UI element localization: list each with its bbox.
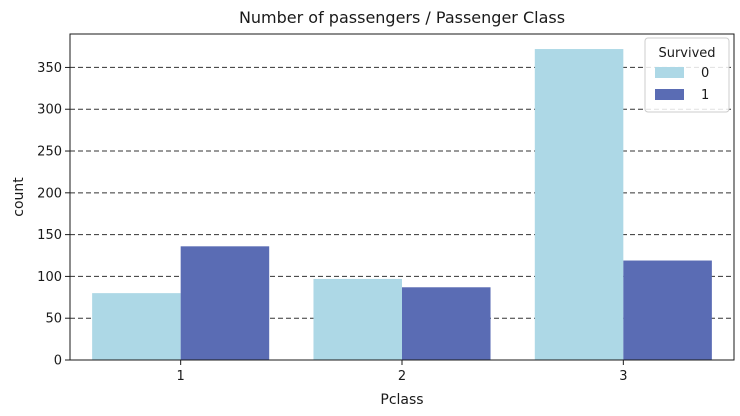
bar-series-0-pclass-3 xyxy=(534,49,624,361)
legend-swatch-0 xyxy=(655,67,684,78)
x-tick-label: 3 xyxy=(619,369,627,384)
bar-series-1-pclass-2 xyxy=(402,287,491,360)
x-axis-label: Pclass xyxy=(380,392,423,408)
ticks: 0 50 100 150 200 250 300 350 1 2 3 xyxy=(37,61,627,384)
y-tick-label: 0 xyxy=(54,354,62,369)
y-tick-label: 150 xyxy=(37,228,62,243)
y-tick-label: 50 xyxy=(45,312,62,327)
legend-swatch-1 xyxy=(655,89,684,100)
bar-series-1-pclass-3 xyxy=(623,260,712,360)
y-tick-label: 100 xyxy=(37,270,62,285)
y-axis-label: count xyxy=(11,177,27,217)
x-tick-label: 1 xyxy=(177,369,185,384)
y-tick-label: 250 xyxy=(37,145,62,160)
x-tick-label: 2 xyxy=(398,369,406,384)
legend-title: Survived xyxy=(658,46,715,61)
bar-series-1-pclass-1 xyxy=(180,246,270,360)
y-tick-label: 200 xyxy=(37,186,62,201)
bar-series-0-pclass-1 xyxy=(92,293,181,360)
bar-series-0-pclass-2 xyxy=(313,278,402,360)
legend: Survived 0 1 xyxy=(644,37,730,113)
bars xyxy=(92,49,712,361)
legend-label-0: 0 xyxy=(701,66,709,81)
y-tick-label: 300 xyxy=(37,103,62,118)
legend-label-1: 1 xyxy=(701,88,709,103)
chart-title: Number of passengers / Passenger Class xyxy=(239,8,565,27)
y-tick-label: 350 xyxy=(37,61,62,76)
